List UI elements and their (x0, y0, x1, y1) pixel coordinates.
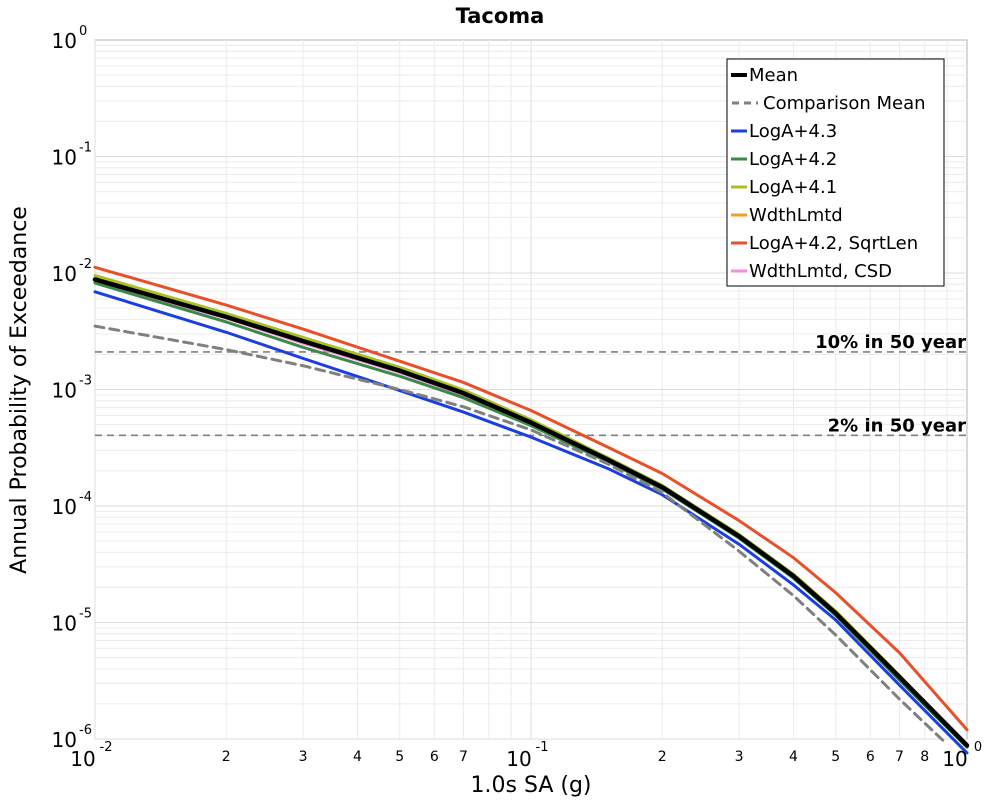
y-tick-label: 10 (52, 146, 77, 170)
x-tick-exponent: -2 (100, 740, 113, 755)
reference-lines: 10% in 50 year 2% in 50 year (95, 332, 967, 436)
series-line (93, 290, 969, 755)
y-tick-exponent: -6 (79, 723, 92, 738)
y-tick-label: 10 (52, 612, 77, 636)
x-minor-tick-label: 4 (789, 749, 798, 765)
x-tick-exponent: 0 (974, 740, 982, 755)
series-line (93, 265, 969, 732)
legend-entry: LogA+4.3 (749, 121, 837, 142)
y-tick-label: 10 (52, 379, 77, 403)
x-axis-ticks: 10 -2 10 -1 10 02 3 4 5 6 7 2 3 4 5 6 7 8 (70, 740, 982, 771)
x-axis-label: 1.0s SA (g) (471, 773, 592, 798)
y-axis-label: Annual Probability of Exceedance (7, 206, 32, 574)
x-minor-tick-label: 6 (430, 749, 439, 765)
y-tick-exponent: -1 (79, 141, 92, 156)
x-minor-tick-label: 2 (222, 749, 231, 765)
series-lines (92, 265, 970, 755)
chart-title: Tacoma (456, 4, 545, 28)
x-minor-tick-label: 3 (735, 749, 744, 765)
y-tick-exponent: -4 (79, 490, 92, 505)
y-tick-exponent: -5 (79, 607, 92, 622)
legend-entry: LogA+4.2 (749, 149, 837, 170)
x-minor-tick-label: 5 (395, 749, 404, 765)
reference-line-label: 2% in 50 year (828, 415, 966, 436)
legend-entry: WdthLmtd (749, 205, 843, 226)
x-minor-tick-label: 3 (299, 749, 308, 765)
reference-line-label: 10% in 50 year (815, 332, 966, 353)
x-minor-tick-label: 6 (866, 749, 875, 765)
legend-entry: Comparison Mean (763, 93, 926, 114)
legend-entry: Mean (749, 65, 798, 86)
series-line (93, 324, 949, 746)
legend-entry: LogA+4.1 (749, 177, 837, 198)
y-tick-label: 10 (52, 262, 77, 286)
legend-box (726, 58, 945, 287)
x-minor-tick-label: 5 (831, 749, 840, 765)
x-minor-tick-label: 8 (920, 749, 929, 765)
x-tick-label: 10 (506, 747, 531, 771)
y-tick-exponent: 0 (79, 24, 87, 39)
x-tick-exponent: -1 (536, 740, 549, 755)
y-tick-label: 10 (52, 728, 77, 752)
legend-entry: LogA+4.2, SqrtLen (749, 233, 918, 254)
x-minor-tick-label: 7 (895, 749, 904, 765)
x-tick-label: 10 (942, 747, 967, 771)
y-tick-label: 10 (52, 29, 77, 53)
series-line (92, 277, 970, 748)
y-tick-exponent: -3 (79, 374, 92, 389)
legend-entry: WdthLmtd, CSD (749, 261, 892, 282)
x-minor-tick-label: 7 (459, 749, 468, 765)
x-minor-tick-label: 4 (353, 749, 362, 765)
y-tick-exponent: -2 (79, 257, 92, 272)
y-tick-label: 10 (52, 495, 77, 519)
legend: Mean Comparison Mean LogA+4.3 LogA+4.2 LogA+… (726, 58, 945, 287)
x-minor-tick-label: 2 (658, 749, 667, 765)
x-tick-label: 10 (70, 747, 95, 771)
